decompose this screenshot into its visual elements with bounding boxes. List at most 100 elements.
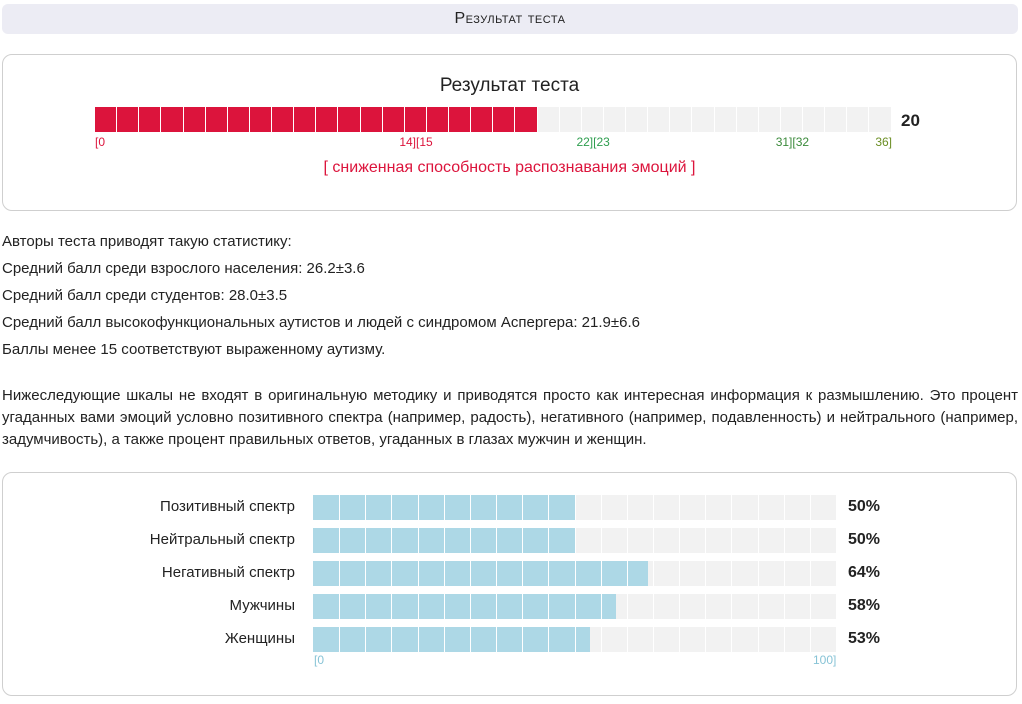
scale-bar-divider: [679, 594, 681, 619]
result-verdict: [ сниженная способность распознавания эм…: [323, 159, 696, 176]
score-segment-empty: [537, 107, 560, 132]
scale-bar-divider: [365, 594, 367, 619]
scale-bar-divider: [731, 561, 733, 586]
scale-bar-fill: [313, 594, 617, 619]
score-segment-filled: [95, 107, 118, 132]
score-segment-empty: [648, 107, 671, 132]
scale-bar-divider: [469, 495, 471, 520]
scale-bar-divider: [548, 528, 550, 553]
scale-bar-divider: [757, 594, 759, 619]
scale-bar-divider: [574, 594, 576, 619]
scale-bar-divider: [783, 594, 785, 619]
scale-bar: [313, 594, 836, 619]
score-segment-empty: [581, 107, 604, 132]
scale-bar-divider: [548, 594, 550, 619]
scale-bar-divider: [757, 561, 759, 586]
score-segment-filled: [449, 107, 472, 132]
scale-bar-divider: [783, 561, 785, 586]
scale-bar-divider: [652, 594, 654, 619]
stat-line-autists: Средний балл высокофункциональных аутист…: [2, 314, 640, 331]
score-segment-empty: [847, 107, 870, 132]
score-segment-filled: [404, 107, 427, 132]
scale-bar-divider: [365, 528, 367, 553]
stat-line-intro: Авторы теста приводят такую статистику:: [2, 233, 292, 250]
scale-label: Женщины: [224, 630, 295, 647]
statistics-block: Авторы теста приводят такую статистику: …: [2, 228, 1018, 363]
scale-label: Позитивный спектр: [160, 498, 295, 515]
score-segment-filled: [272, 107, 295, 132]
scale-bar-divider: [652, 495, 654, 520]
score-segment-filled: [205, 107, 228, 132]
score-segment-filled: [139, 107, 162, 132]
score-tick-label: 14][15: [399, 135, 433, 149]
scale-bar-divider: [705, 528, 707, 553]
score-segment-empty: [670, 107, 693, 132]
scale-bar-divider: [548, 627, 550, 652]
scale-bar: [313, 528, 836, 553]
scale-bar-divider: [626, 594, 628, 619]
score-segment-empty: [780, 107, 803, 132]
info-paragraph: Нижеследующие шкалы не входят в оригинал…: [2, 387, 1018, 448]
scale-bar-divider: [705, 627, 707, 652]
result-title: Результат теста: [439, 75, 580, 96]
score-segment-empty: [559, 107, 582, 132]
scale-bar-divider: [574, 627, 576, 652]
scale-bar-divider: [652, 561, 654, 586]
score-segment-empty: [603, 107, 626, 132]
scale-bar-divider: [757, 627, 759, 652]
scale-bar-divider: [574, 561, 576, 586]
scale-bar-divider: [469, 594, 471, 619]
scale-bar-divider: [496, 594, 498, 619]
score-segment-empty: [736, 107, 759, 132]
scale-bar-divider: [522, 627, 524, 652]
score-segment-empty: [714, 107, 737, 132]
scale-bar-divider: [522, 561, 524, 586]
scales-panel: Позитивный спектр 50% Нейтральный спектр 50…: [2, 472, 1017, 696]
scale-bar-divider: [339, 561, 341, 586]
scale-bar-divider: [548, 495, 550, 520]
scale-bar-divider: [339, 528, 341, 553]
scale-percent: 50%: [848, 531, 881, 548]
scale-bar: [313, 627, 836, 652]
scale-bar-divider: [548, 561, 550, 586]
scale-bar-divider: [783, 528, 785, 553]
score-segment-empty: [869, 107, 892, 132]
scale-bar-divider: [417, 627, 419, 652]
score-segment-empty: [692, 107, 715, 132]
scale-bar-divider: [522, 495, 524, 520]
score-segment-filled: [360, 107, 383, 132]
score-bar: [95, 107, 892, 132]
page-header: Результат теста: [2, 4, 1018, 34]
scale-bar-divider: [391, 594, 393, 619]
scale-percent: 58%: [848, 597, 881, 614]
score-segment-filled: [471, 107, 494, 132]
scale-bar-divider: [600, 627, 602, 652]
scale-bar-divider: [626, 561, 628, 586]
scale-bar-divider: [417, 495, 419, 520]
scale-bar-divider: [443, 627, 445, 652]
score-tick-label: 31][32: [775, 135, 810, 149]
stat-line-students: Средний балл среди студентов: 28.0±3.5: [2, 287, 288, 304]
scale-bar-divider: [626, 627, 628, 652]
score-segment-filled: [227, 107, 250, 132]
score-segment-filled: [183, 107, 206, 132]
scale-bar-divider: [574, 495, 576, 520]
scale-bar-divider: [365, 561, 367, 586]
score-segment-empty: [825, 107, 848, 132]
scale-bar-divider: [626, 528, 628, 553]
score-tick-label: 36]: [875, 135, 892, 149]
scale-bar-divider: [391, 495, 393, 520]
score-segment-filled: [426, 107, 449, 132]
scale-bar-divider: [522, 528, 524, 553]
scale-bar-divider: [757, 495, 759, 520]
scale-label: Нейтральный спектр: [149, 531, 295, 548]
scale-bar-divider: [679, 627, 681, 652]
score-segment-filled: [294, 107, 317, 132]
scale-bar-divider: [417, 561, 419, 586]
score-tick-label: 22][23: [576, 135, 610, 149]
scale-bar-divider: [496, 561, 498, 586]
scale-bar-divider: [339, 627, 341, 652]
score-segment-filled: [515, 107, 538, 132]
scale-bar-divider: [809, 528, 811, 553]
scale-bar-divider: [391, 627, 393, 652]
